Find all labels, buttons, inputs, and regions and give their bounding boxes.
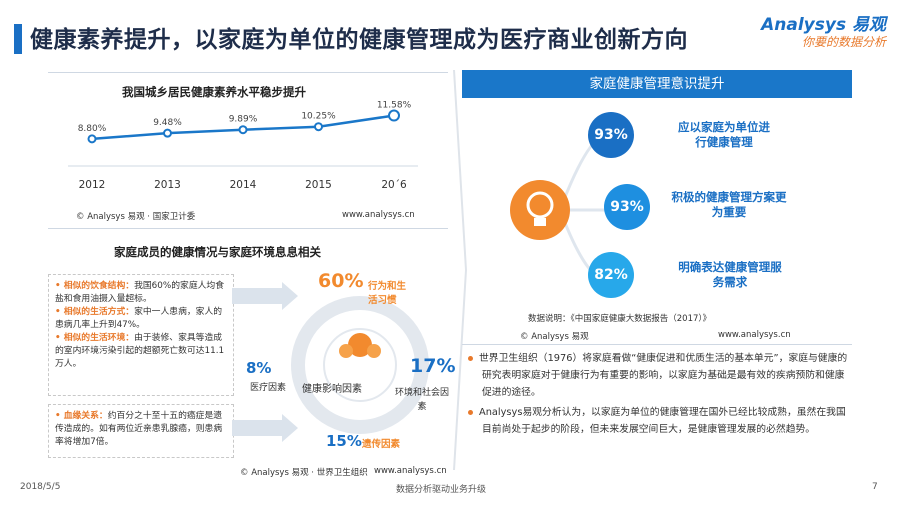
- data-point: [314, 122, 323, 132]
- data-label: 8.80%: [78, 124, 107, 134]
- chart-title: 我国城乡居民健康素养水平稳步提升: [122, 85, 306, 99]
- factors-url: www.analysys.cn: [374, 466, 447, 476]
- arrows-icon: [232, 282, 298, 442]
- behavior-label: 行为和生活习惯: [368, 281, 407, 306]
- logo-name: Analysys 易观: [761, 15, 886, 35]
- x-tick-label: 2013: [154, 179, 181, 191]
- genetic-label: 遗传因素: [362, 439, 401, 450]
- divider-top-left: [48, 72, 448, 73]
- x-tick-label: 2012: [79, 179, 106, 191]
- data-label: 10.25%: [301, 112, 336, 122]
- data-label: 11.58%: [377, 101, 412, 111]
- data-point: [163, 128, 172, 138]
- bullet-blood: • 血缘关系：约百分之十至十五的癌症是遗传造成的。如有两位近亲患乳腺癌，则患病率…: [55, 411, 223, 447]
- data-point: [238, 125, 248, 135]
- footer-slogan: 数据分析驱动业务升级: [396, 485, 487, 495]
- awareness-source: © Analysys 易观: [520, 332, 589, 342]
- factor-center-label: 健康影响因素: [302, 384, 362, 395]
- bullet-lifestyle: • 相似的生活方式：家中一人患病，家人的患病几率上升到47%。: [55, 307, 223, 330]
- divider-mid-left: [48, 228, 448, 229]
- chart-source: © Analysys 易观 · 国家卫计委: [76, 212, 196, 222]
- bullet-diet: • 相似的饮食结构：我国60%的家庭人均食盐和食用油摄入量超标。: [55, 281, 225, 304]
- analysys-logo: Analysys 易观 你要的数据分析: [761, 10, 886, 50]
- footer-date: 2018/5/5: [20, 482, 61, 492]
- awareness-item-2: 积极的健康管理方案更为重要: [671, 190, 787, 219]
- awareness-url: www.analysys.cn: [718, 330, 791, 340]
- blood-box: • 血缘关系：约百分之十至十五的癌症是遗传造成的。如有两位近亲患乳腺癌，则患病率…: [48, 404, 234, 458]
- logo-slogan: 你要的数据分析: [801, 35, 886, 49]
- data-label: 9.89%: [229, 115, 258, 125]
- data-label: 9.48%: [153, 118, 182, 128]
- divider-right: [462, 344, 852, 345]
- paragraph-who: 世界卫生组织（1976）将家庭看做“健康促进和优质生活的基本单元”，家庭与健康的…: [468, 350, 850, 401]
- bullet-dot: [468, 355, 473, 361]
- genetic-pct: 15%: [326, 432, 362, 450]
- paragraph-analysys: Analysys易观分析认为，以家庭为单位的健康管理在国外已经比较成熟，虽然在我…: [468, 404, 850, 438]
- data-point: [87, 134, 97, 144]
- behavior-pct: 60%: [318, 270, 364, 292]
- x-tick-label: 20´6: [381, 179, 407, 191]
- medical-label: 医疗因素: [250, 383, 287, 393]
- env-label: 环境和社会因素: [394, 388, 449, 412]
- chart-url: www.analysys.cn: [342, 210, 415, 220]
- pct-circle-1: 93%: [588, 112, 634, 158]
- pct-circle-3: 82%: [588, 252, 634, 298]
- factors-source: © Analysys 易观 · 世界卫生组织: [240, 468, 368, 478]
- family-section-title: 家庭成员的健康情况与家庭环境息息相关: [114, 245, 321, 259]
- data-note: 数据说明：《中国家庭健康大数据报告（2017）》: [528, 314, 712, 324]
- literacy-line-chart: 8.80% 2012 9.48% 2013 9.89% 2014 10.25% 2015 11.…: [68, 101, 418, 191]
- data-point: [388, 109, 400, 122]
- pct-circle-2: 93%: [604, 184, 650, 230]
- factor-wheel: [291, 296, 429, 434]
- x-tick-label: 2014: [230, 179, 257, 191]
- similarity-box: • 相似的饮食结构：我国60%的家庭人均食盐和食用油摄入量超标。 • 相似的生活…: [48, 274, 234, 396]
- env-pct: 17%: [410, 355, 456, 377]
- awareness-item-3: 明确表达健康管理服务需求: [678, 260, 782, 289]
- chevron-divider-icon: [453, 70, 468, 470]
- page-number: 7: [872, 482, 878, 492]
- x-tick-label: 2015: [305, 179, 332, 191]
- page-title: 健康素养提升，以家庭为单位的健康管理成为医疗商业创新方向: [30, 27, 688, 53]
- title-accent-bar: [14, 24, 22, 54]
- bullet-dot: [468, 409, 473, 415]
- medical-pct: 8%: [246, 359, 272, 377]
- awareness-item-1: 应以家庭为单位进行健康管理: [678, 120, 770, 149]
- awareness-header: 家庭健康管理意识提升: [462, 70, 852, 98]
- bullet-environment: • 相似的生活环境：由于装修、家具等造成的室内环境污染引起的超额死亡数可达11.…: [55, 333, 225, 369]
